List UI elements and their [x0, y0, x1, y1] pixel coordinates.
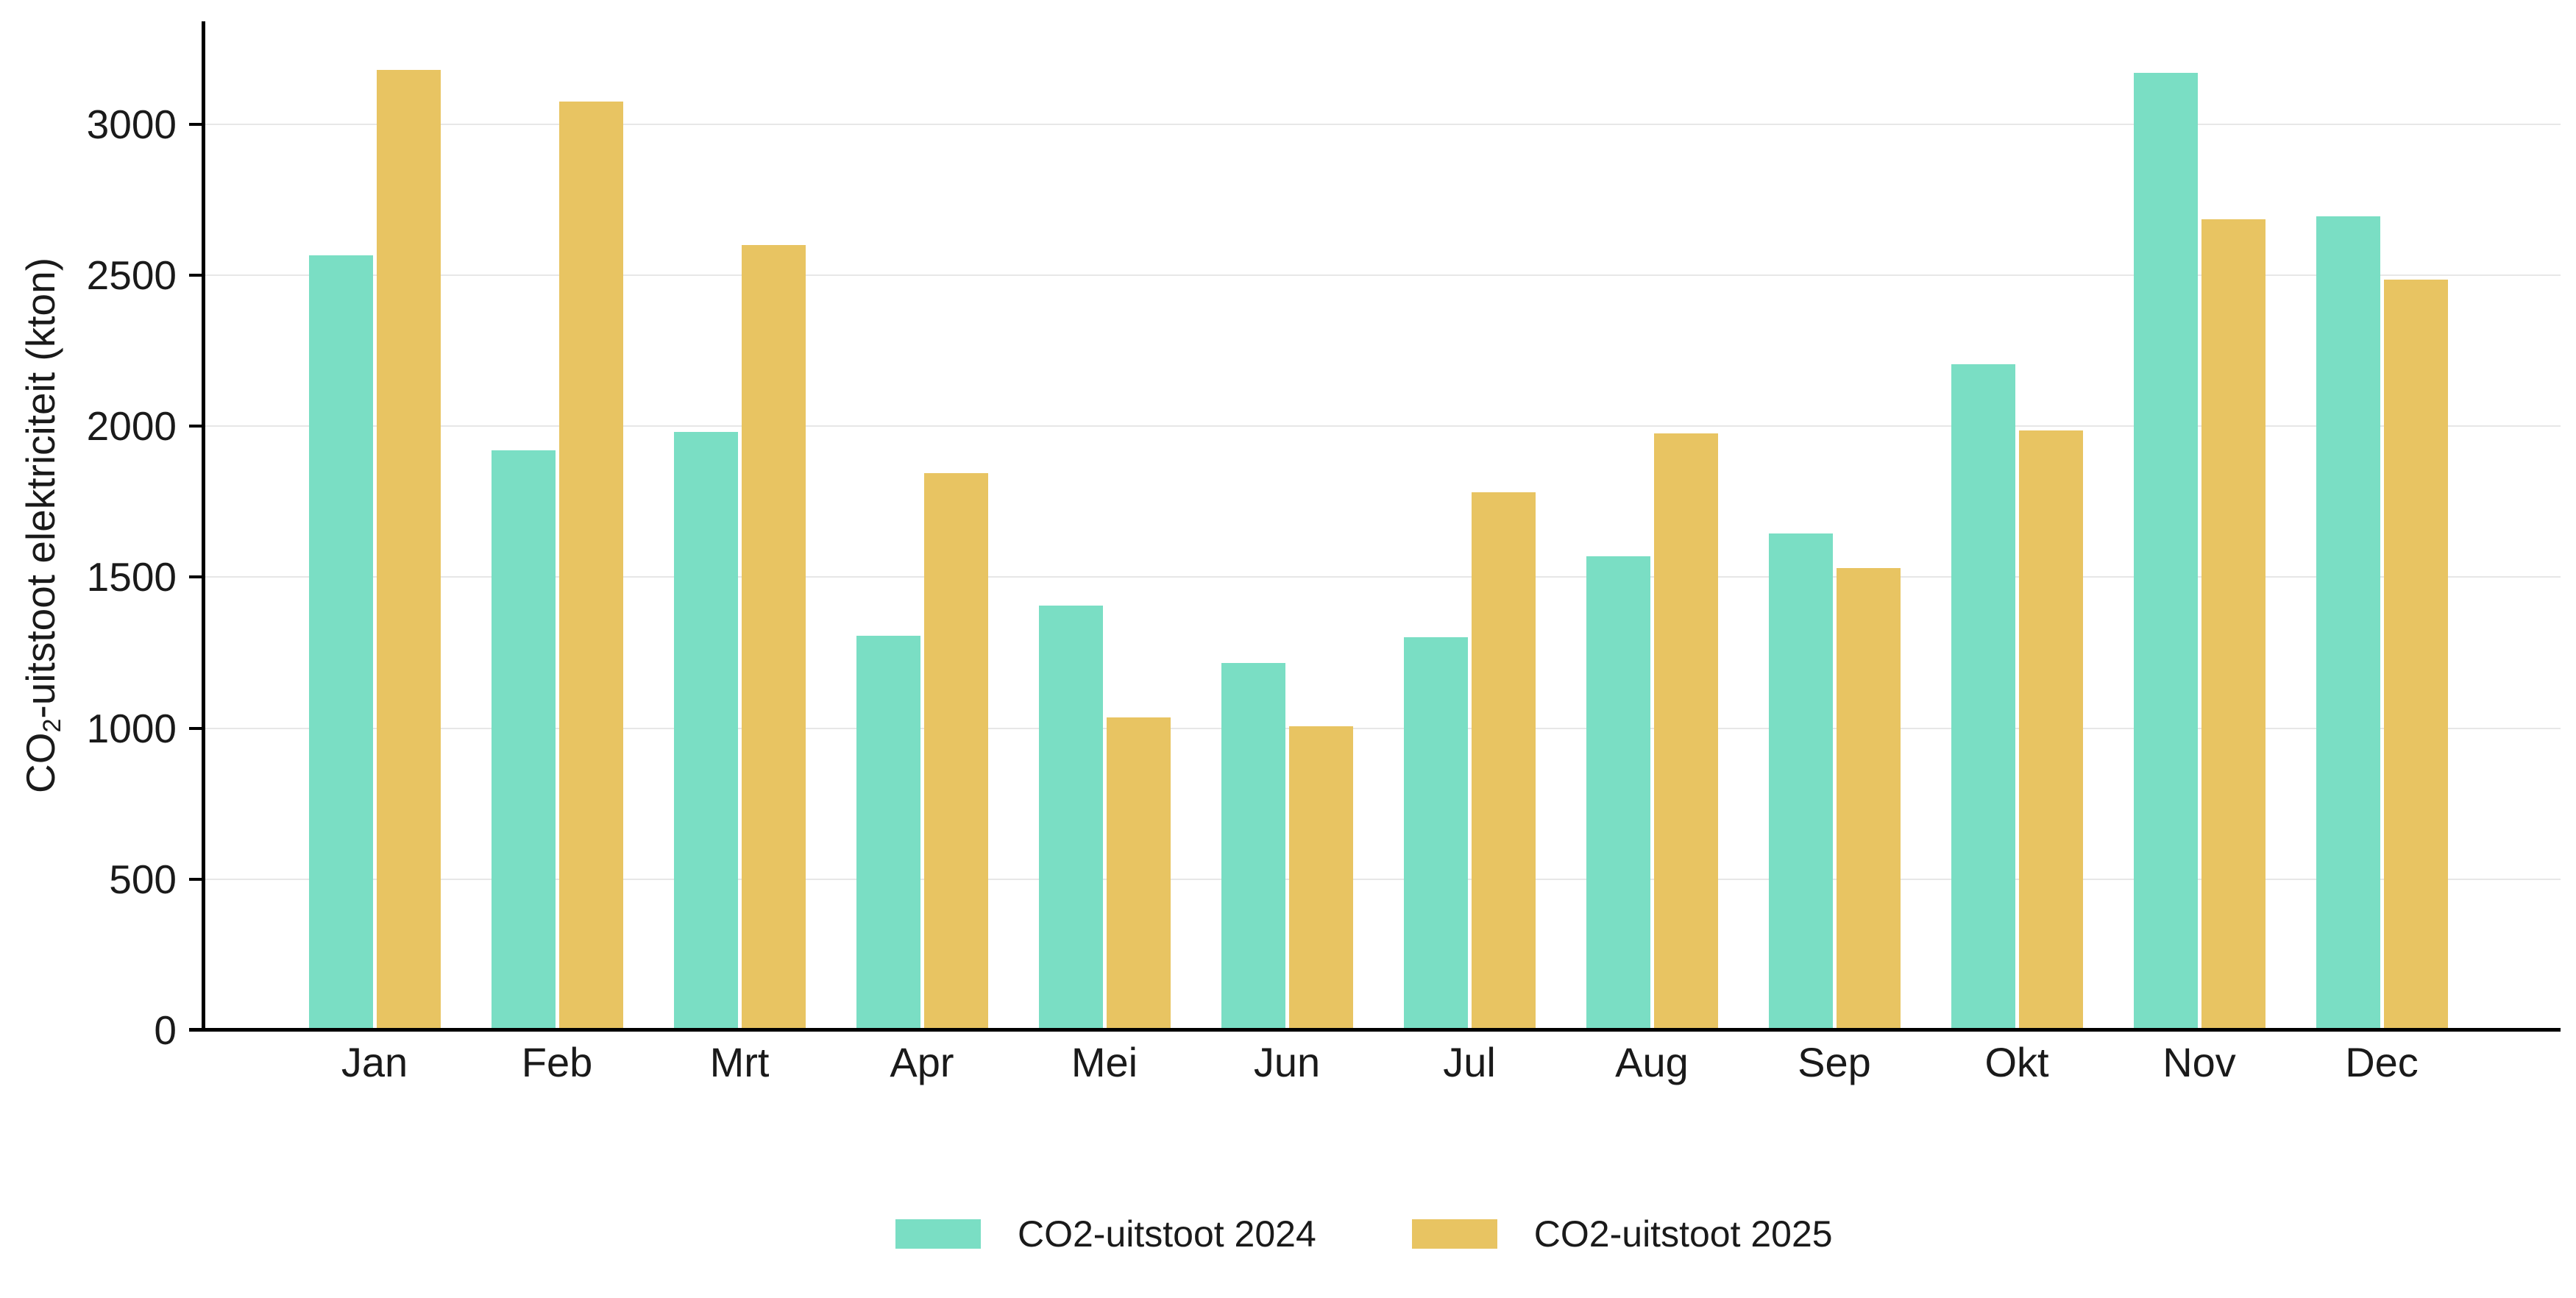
bar-co2-uitstoot-2025-jul	[1471, 492, 1536, 1030]
bar-co2-uitstoot-2024-aug	[1586, 556, 1650, 1030]
y-tick-label-2500: 2500	[86, 252, 177, 298]
bar-co2-uitstoot-2024-jun	[1221, 663, 1285, 1030]
bar-co2-uitstoot-2025-jan	[376, 69, 441, 1030]
bar-co2-uitstoot-2025-mei	[1106, 717, 1171, 1030]
bar-co2-uitstoot-2025-okt	[2018, 430, 2083, 1030]
bar-co2-uitstoot-2024-okt	[1951, 363, 2015, 1030]
y-tick-mark-500	[189, 877, 202, 881]
x-tick-label-mrt: Mrt	[709, 1039, 770, 1085]
x-axis-line	[189, 1028, 2561, 1032]
x-tick-label-nov: Nov	[2162, 1039, 2236, 1085]
bar-co2-uitstoot-2025-apr	[923, 472, 988, 1030]
y-axis-line	[202, 21, 205, 1032]
x-tick-label-aug: Aug	[1615, 1039, 1689, 1085]
y-tick-mark-1500	[189, 575, 202, 579]
x-tick-label-dec: Dec	[2345, 1039, 2419, 1085]
bar-co2-uitstoot-2025-dec	[2383, 279, 2448, 1030]
x-tick-label-sep: Sep	[1798, 1039, 1871, 1085]
y-tick-mark-2000	[189, 425, 202, 428]
gridline-1500	[203, 576, 2561, 578]
bar-co2-uitstoot-2024-apr	[856, 636, 920, 1030]
bar-co2-uitstoot-2024-nov	[2133, 72, 2198, 1030]
y-tick-label-0: 0	[154, 1007, 177, 1053]
bar-co2-uitstoot-2025-nov	[2201, 219, 2265, 1030]
x-tick-label-jan: Jan	[341, 1039, 408, 1085]
bar-co2-uitstoot-2025-feb	[558, 101, 623, 1030]
bar-co2-uitstoot-2024-dec	[2316, 216, 2380, 1030]
bar-co2-uitstoot-2024-jul	[1403, 637, 1468, 1030]
bar-co2-uitstoot-2024-sep	[1768, 533, 1833, 1030]
bar-co2-uitstoot-2024-mrt	[673, 432, 738, 1030]
bar-co2-uitstoot-2024-mei	[1038, 606, 1103, 1030]
y-tick-label-500: 500	[109, 856, 177, 902]
y-tick-label-2000: 2000	[86, 403, 177, 450]
x-tick-label-apr: Apr	[890, 1039, 954, 1085]
gridline-3000	[203, 123, 2561, 125]
legend-item-co2-uitstoot-2025: CO2-uitstoot 2025	[1411, 1213, 1833, 1255]
legend-swatch-co2-uitstoot-2025	[1411, 1219, 1497, 1249]
y-axis-tick-labels: 0 500 1000 1500 2000 2500 3000	[0, 0, 177, 1298]
y-tick-mark-2500	[189, 273, 202, 277]
y-tick-mark-1000	[189, 726, 202, 730]
x-tick-label-feb: Feb	[521, 1039, 593, 1085]
gridline-1000	[203, 727, 2561, 729]
legend: CO2-uitstoot 2024 CO2-uitstoot 2025	[895, 1213, 1833, 1255]
bar-co2-uitstoot-2025-aug	[1653, 433, 1718, 1030]
y-tick-label-1500: 1500	[86, 554, 177, 600]
gridline-2500	[203, 274, 2561, 276]
gridline-500	[203, 878, 2561, 880]
bar-co2-uitstoot-2024-jan	[308, 255, 373, 1030]
x-tick-label-jul: Jul	[1443, 1039, 1496, 1085]
plot-area	[189, 21, 2561, 1032]
bar-co2-uitstoot-2025-sep	[1836, 567, 1901, 1030]
y-tick-label-1000: 1000	[86, 705, 177, 751]
gridline-2000	[203, 425, 2561, 428]
bar-co2-uitstoot-2024-feb	[491, 450, 556, 1030]
bar-co2-uitstoot-2025-mrt	[741, 244, 806, 1030]
x-tick-label-mei: Mei	[1071, 1039, 1138, 1085]
x-tick-label-okt: Okt	[1984, 1039, 2049, 1085]
legend-swatch-co2-uitstoot-2024	[895, 1219, 981, 1249]
legend-item-co2-uitstoot-2024: CO2-uitstoot 2024	[895, 1213, 1316, 1255]
y-tick-label-3000: 3000	[86, 101, 177, 147]
bar-co2-uitstoot-2025-jun	[1288, 726, 1353, 1030]
legend-label-co2-uitstoot-2025: CO2-uitstoot 2025	[1533, 1213, 1833, 1255]
legend-label-co2-uitstoot-2024: CO2-uitstoot 2024	[1018, 1213, 1316, 1255]
y-tick-mark-3000	[189, 122, 202, 126]
x-tick-label-jun: Jun	[1253, 1039, 1321, 1085]
